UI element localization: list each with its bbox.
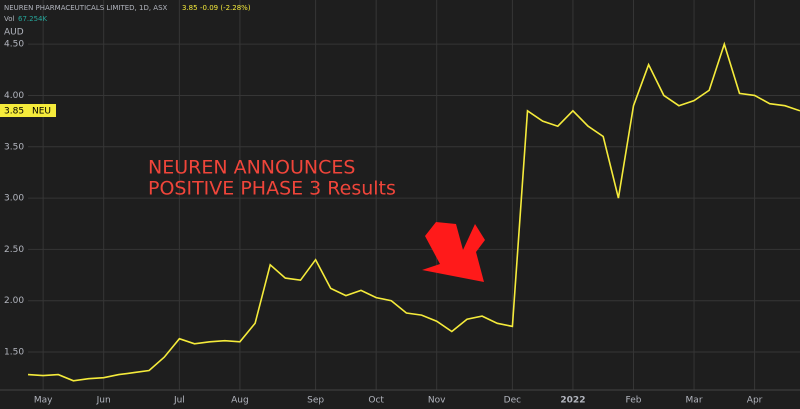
- grid: [28, 0, 800, 390]
- price-tag-value: 3.85: [4, 107, 24, 117]
- y-tick-label: 2.50: [4, 245, 24, 255]
- y-tick-label: 3.50: [4, 142, 24, 152]
- y-tick-label: 1.50: [4, 348, 24, 358]
- plot: [27, 41, 800, 382]
- price-tag: [0, 104, 56, 117]
- x-tick-label: 2022: [560, 396, 585, 406]
- y-tick-label: 3.00: [4, 194, 24, 204]
- annotation: POSITIVE PHASE 3 Results: [148, 178, 396, 200]
- arrow: [422, 222, 485, 282]
- x-tick-label: Sep: [307, 396, 324, 406]
- annotation: NEUREN ANNOUNCES: [148, 157, 355, 179]
- x-tick-label: Dec: [504, 396, 521, 406]
- y-tick-label: 4.00: [4, 91, 24, 101]
- volume-label: Vol: [4, 15, 15, 23]
- x-tick-label: Apr: [747, 396, 763, 406]
- x-tick-label: Feb: [626, 396, 642, 406]
- price-line: [27, 41, 800, 382]
- y-tick-label: 4.50: [4, 40, 24, 50]
- x-tick-label: Jul: [173, 396, 185, 406]
- currency: AUD: [4, 28, 24, 38]
- x-tick-label: Mar: [686, 396, 703, 406]
- x-tick-label: Oct: [368, 396, 384, 406]
- x-tick-label: Aug: [231, 396, 249, 406]
- x-tick-label: Jun: [96, 396, 111, 406]
- volume: 67.254K: [18, 15, 47, 23]
- x-tick-label: May: [34, 396, 53, 406]
- symbol: NEUREN PHARMACEUTICALS LIMITED, 1D, ASX: [4, 4, 168, 12]
- y-tick-label: 2.00: [4, 296, 24, 306]
- ticker: NEU: [32, 107, 51, 117]
- price: 3.85: [182, 4, 198, 12]
- change: -0.09 (-2.28%): [200, 4, 251, 12]
- x-tick-label: Nov: [428, 396, 446, 406]
